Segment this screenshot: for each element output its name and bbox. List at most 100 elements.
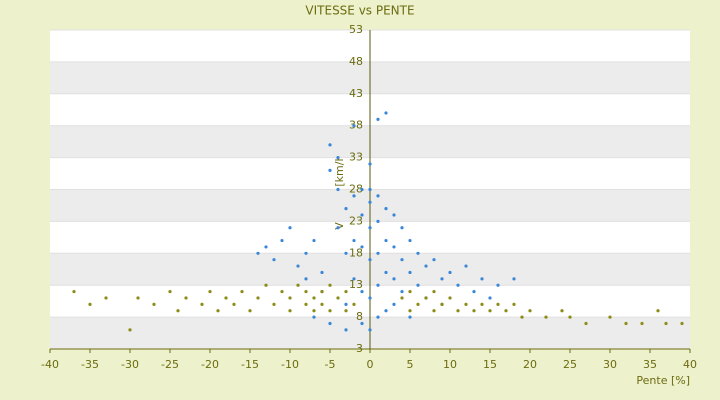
- point: [336, 296, 340, 300]
- point: [432, 309, 436, 313]
- point: [312, 315, 316, 319]
- x-axis-label: Pente [%]: [636, 374, 690, 387]
- point: [520, 315, 524, 319]
- y-tick-label: 23: [349, 214, 363, 227]
- point: [416, 251, 420, 255]
- point: [360, 187, 364, 192]
- point: [656, 309, 660, 313]
- point: [416, 283, 420, 287]
- point: [320, 302, 324, 306]
- point: [512, 302, 516, 306]
- point: [200, 302, 204, 306]
- point: [440, 277, 444, 281]
- point: [432, 289, 436, 294]
- x-tick-label: 5: [407, 358, 414, 371]
- point: [464, 302, 468, 306]
- point: [400, 258, 404, 262]
- x-tick-label: 40: [683, 358, 697, 371]
- point: [408, 289, 412, 294]
- point: [288, 226, 292, 230]
- point: [184, 296, 188, 300]
- point: [72, 289, 76, 294]
- x-tick-label: -5: [325, 358, 336, 371]
- point: [256, 296, 260, 300]
- point: [440, 302, 444, 306]
- point: [376, 194, 380, 198]
- point: [472, 309, 476, 313]
- point: [128, 328, 132, 332]
- point: [368, 258, 372, 262]
- point: [480, 277, 484, 281]
- point: [448, 296, 452, 300]
- point: [288, 296, 292, 300]
- point: [344, 302, 348, 306]
- point: [360, 245, 364, 249]
- point: [320, 289, 324, 294]
- point: [408, 270, 412, 275]
- point: [304, 251, 308, 255]
- point: [352, 194, 356, 198]
- point: [88, 302, 92, 306]
- point: [448, 270, 452, 275]
- point: [664, 321, 668, 326]
- point: [400, 226, 404, 230]
- point: [224, 296, 228, 300]
- y-tick-label: 53: [349, 23, 363, 36]
- x-tick-label: 25: [563, 358, 577, 371]
- point: [344, 289, 348, 294]
- point: [384, 309, 388, 313]
- point: [104, 296, 108, 300]
- point: [376, 283, 380, 287]
- point: [360, 321, 364, 326]
- point: [432, 258, 436, 262]
- point: [344, 251, 348, 255]
- point: [280, 238, 284, 243]
- y-tick-label: 38: [349, 119, 363, 132]
- x-tick-label: -20: [201, 358, 219, 371]
- point: [136, 296, 140, 300]
- point: [424, 296, 428, 300]
- point: [496, 283, 500, 287]
- point: [376, 315, 380, 319]
- point: [384, 238, 388, 243]
- y-tick-label: 33: [349, 151, 363, 164]
- point: [352, 124, 356, 128]
- point: [392, 245, 396, 249]
- point: [400, 289, 404, 294]
- point: [264, 283, 268, 287]
- point: [264, 245, 268, 249]
- point: [216, 309, 220, 313]
- point: [368, 328, 372, 332]
- point: [608, 315, 612, 319]
- point: [304, 302, 308, 306]
- point: [456, 309, 460, 313]
- point: [384, 270, 388, 275]
- point: [376, 117, 380, 121]
- point: [504, 309, 508, 313]
- point: [424, 264, 428, 268]
- point: [352, 302, 356, 306]
- point: [376, 219, 380, 223]
- point: [336, 156, 340, 160]
- x-tick-label: -35: [81, 358, 99, 371]
- y-tick-label: 48: [349, 55, 363, 68]
- point: [312, 309, 316, 313]
- point: [408, 309, 412, 313]
- point: [464, 264, 468, 268]
- point: [168, 289, 172, 294]
- point: [256, 251, 260, 255]
- point: [288, 309, 292, 313]
- point: [352, 277, 356, 281]
- chart-title: VITESSE vs PENTE: [305, 4, 414, 18]
- x-tick-label: 20: [523, 358, 537, 371]
- x-tick-label: 10: [443, 358, 457, 371]
- point: [312, 238, 316, 243]
- point: [528, 309, 532, 313]
- point: [368, 162, 372, 166]
- point: [344, 328, 348, 332]
- point: [344, 207, 348, 211]
- x-tick-label: -10: [281, 358, 299, 371]
- point: [304, 289, 308, 294]
- point: [360, 289, 364, 294]
